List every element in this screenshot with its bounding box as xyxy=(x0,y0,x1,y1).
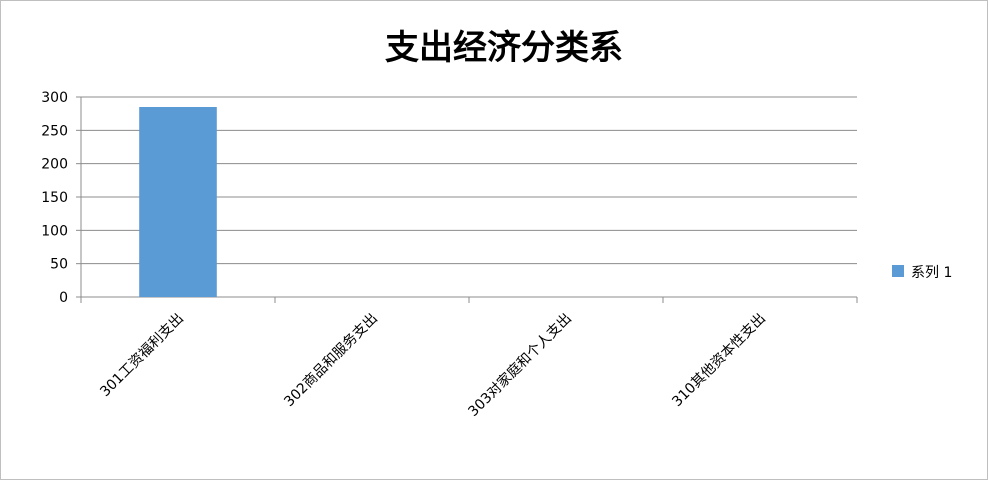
y-tick-label-4: 200 xyxy=(41,157,68,173)
legend: 系列 1 xyxy=(892,265,952,281)
y-tick-label-6: 300 xyxy=(41,90,68,106)
x-tick-label-1: 302商品和服务支出 xyxy=(281,311,381,411)
legend-swatch xyxy=(892,265,904,277)
legend-label: 系列 1 xyxy=(911,265,952,281)
x-tick-label-2: 303对家庭和个人支出 xyxy=(465,310,575,420)
y-tick-labels: 0 50 100 150 200 250 300 xyxy=(41,90,68,306)
y-tick-label-2: 100 xyxy=(41,223,68,239)
x-tick-label-3: 310其他资本性支出 xyxy=(669,311,769,411)
bar-0 xyxy=(139,107,217,297)
x-tick-label-0: 301工资福利支出 xyxy=(97,311,187,401)
y-tick-label-3: 150 xyxy=(41,190,68,206)
y-tick-label-5: 250 xyxy=(41,123,68,139)
bars xyxy=(139,107,217,297)
y-tick-label-1: 50 xyxy=(50,257,68,273)
y-tick-label-0: 0 xyxy=(59,290,68,306)
chart-title: 支出经济分类系 xyxy=(385,28,623,68)
x-tick-labels: 301工资福利支出 302商品和服务支出 303对家庭和个人支出 310其他资本性支出 xyxy=(97,310,769,420)
